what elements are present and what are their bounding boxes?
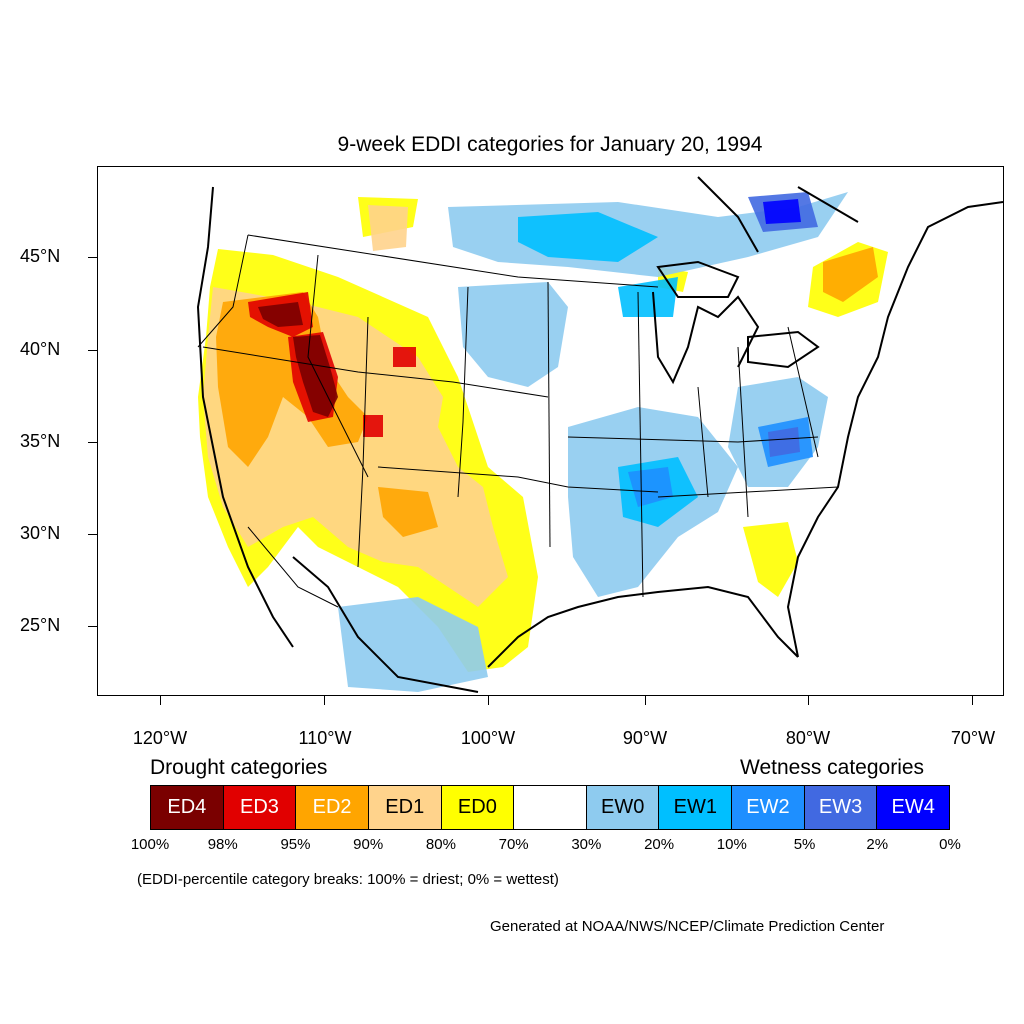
lat-label-25: 25°N xyxy=(20,615,61,635)
lon-label-80: 80°W xyxy=(785,728,831,748)
lat-label-45: 45°N xyxy=(20,246,61,266)
legend-swatch-ew3: EW3 xyxy=(804,786,878,829)
lat-tick-35 xyxy=(88,442,97,443)
legend-swatch-ew4: EW4 xyxy=(877,786,950,829)
lat-label-35: 35°N xyxy=(20,431,61,451)
lon-label-120: 120°W xyxy=(132,728,188,748)
region-ed3-wyoming xyxy=(393,347,416,367)
lat-tick-40 xyxy=(88,350,97,351)
category-note: (EDDI-percentile category breaks: 100% =… xyxy=(137,871,559,888)
break-label: 30% xyxy=(571,836,602,853)
region-ew0-plains xyxy=(458,282,568,387)
lat-label-40: 40°N xyxy=(20,339,61,359)
wetness-heading: Wetness categories xyxy=(740,756,925,779)
region-ed2-northeast xyxy=(823,247,878,302)
legend-swatch-ew0: EW0 xyxy=(586,786,660,829)
lat-tick-30 xyxy=(88,534,97,535)
drought-heading: Drought categories xyxy=(150,756,328,779)
coastline xyxy=(196,176,1003,693)
region-ed3-colorado xyxy=(363,415,383,437)
lon-tick-110 xyxy=(324,696,325,705)
region-ew1-lakes xyxy=(618,277,678,317)
lon-label-70: 70°W xyxy=(950,728,996,748)
break-label: 80% xyxy=(425,836,456,853)
region-ew0-mexico xyxy=(338,597,488,692)
lat-tick-45 xyxy=(88,257,97,258)
legend-swatch-ed1: ED1 xyxy=(368,786,442,829)
lon-tick-100 xyxy=(488,696,489,705)
break-label: 0% xyxy=(939,836,961,853)
legend-swatch-ed2: ED2 xyxy=(296,786,369,829)
region-ew4-north xyxy=(763,199,801,224)
region-ed2-west xyxy=(216,292,368,467)
eddi-map xyxy=(97,166,1004,696)
region-ed0-southeast xyxy=(743,522,798,597)
region-ed2-southwest xyxy=(378,487,438,537)
lon-tick-120 xyxy=(160,696,161,705)
break-label: 90% xyxy=(353,836,384,853)
legend-swatch-ed3: ED3 xyxy=(223,786,297,829)
legend-swatch-neutral xyxy=(514,786,587,829)
lat-tick-25 xyxy=(88,626,97,627)
lon-tick-80 xyxy=(808,696,809,705)
credit-line: Generated at NOAA/NWS/NCEP/Climate Predi… xyxy=(490,918,885,935)
state-boundaries xyxy=(197,234,839,608)
lon-label-90: 90°W xyxy=(622,728,668,748)
legend-swatch-ew2: EW2 xyxy=(732,786,805,829)
break-label: 70% xyxy=(498,836,529,853)
break-label: 20% xyxy=(644,836,675,853)
region-ed4-core xyxy=(293,335,338,417)
region-ed4-idaho xyxy=(258,302,303,327)
break-label: 2% xyxy=(866,836,889,853)
eddi-map-canvas xyxy=(196,176,1003,693)
lat-label-30: 30°N xyxy=(20,523,61,543)
break-label: 5% xyxy=(793,836,816,853)
map-title: 9-week EDDI categories for January 20, 1… xyxy=(337,133,763,156)
category-colorbar: ED4 ED3 ED2 ED1 ED0 EW0 EW1 EW2 EW3 EW4 xyxy=(150,785,950,830)
lon-tick-90 xyxy=(645,696,646,705)
break-label: 10% xyxy=(716,836,747,853)
category-regions xyxy=(198,192,888,692)
legend-swatch-ed4: ED4 xyxy=(151,786,224,829)
region-ed1-canada xyxy=(368,205,408,251)
region-ew3-virginia xyxy=(768,427,800,457)
break-label: 98% xyxy=(207,836,238,853)
lon-tick-70 xyxy=(972,696,973,705)
region-ew1-north xyxy=(518,212,658,262)
break-label: 95% xyxy=(280,836,311,853)
legend-swatch-ed0: ED0 xyxy=(441,786,515,829)
lon-label-110: 110°W xyxy=(298,728,352,748)
legend-swatch-ew1: EW1 xyxy=(659,786,733,829)
lon-label-100: 100°W xyxy=(460,728,516,748)
break-label: 100% xyxy=(130,836,170,853)
